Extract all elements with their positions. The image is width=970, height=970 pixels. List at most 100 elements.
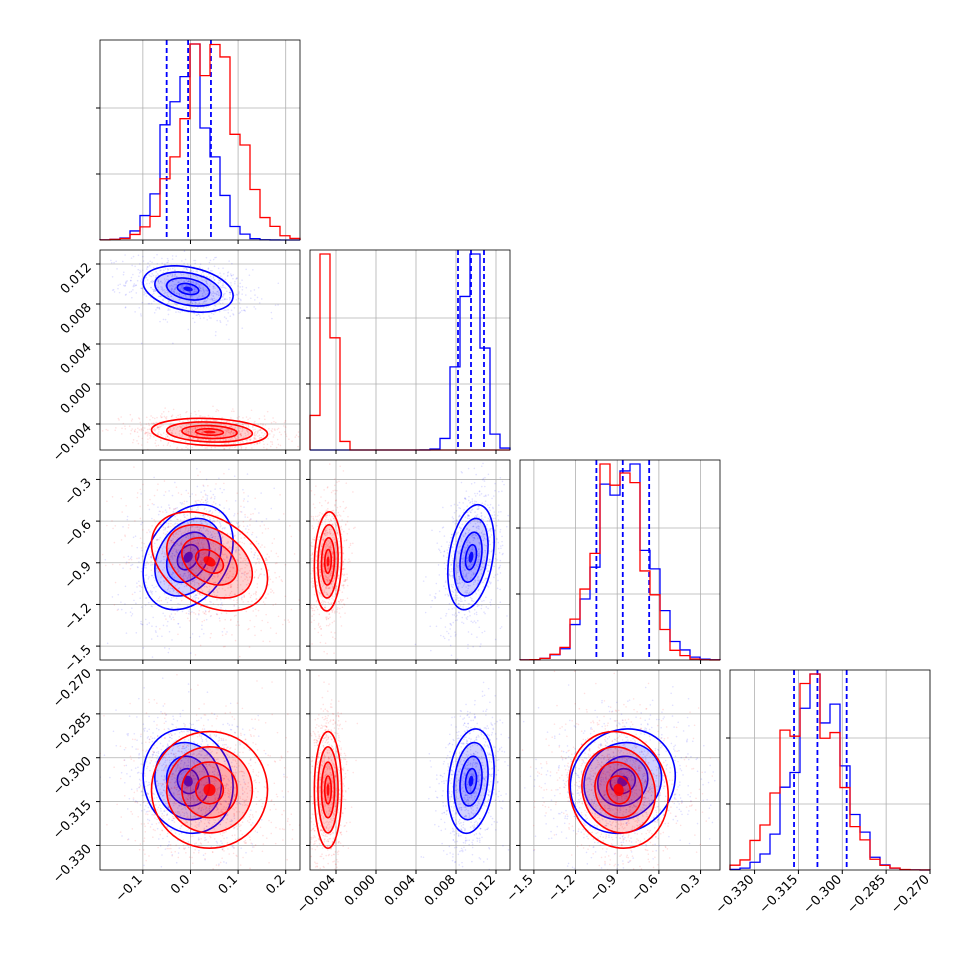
scatter-point [115,260,117,263]
scatter-point [212,493,215,496]
scatter-point [124,603,126,605]
scatter-point [254,308,257,310]
scatter-point [257,542,260,545]
scatter-point [185,285,188,287]
scatter-point [182,288,184,291]
scatter-point [207,414,210,417]
scatter-point [431,529,433,532]
scatter-point [218,545,221,547]
scatter-point [170,295,172,298]
scatter-point [138,429,141,431]
scatter-point [273,487,275,490]
scatter-point [169,428,171,431]
scatter-point [215,558,217,560]
scatter-point [189,441,191,443]
scatter-point [156,432,159,435]
scatter-point [186,500,188,503]
scatter-point [244,310,246,312]
scatter-point [200,419,203,421]
scatter-point [257,430,259,432]
scatter-point [461,621,463,624]
scatter-point [133,285,136,287]
scatter-point [170,431,173,434]
scatter-point [177,492,180,494]
scatter-point [197,542,200,544]
scatter-point [143,283,146,286]
scatter-point [161,635,163,638]
scatter-point [236,417,239,419]
scatter-point [264,528,267,530]
scatter-point [159,269,161,272]
scatter-point [209,542,212,544]
scatter-point [250,409,253,412]
scatter-point [167,441,170,444]
scatter-point [468,611,471,613]
scatter-point [189,533,191,535]
scatter-point [214,439,216,442]
scatter-point [290,535,293,538]
scatter-point [211,416,214,419]
scatter-point [153,519,155,521]
scatter-point [239,433,242,435]
scatter-point [237,620,239,623]
scatter-point [196,581,198,584]
scatter-point [246,525,249,527]
scatter-point [188,285,191,287]
scatter-point [449,644,452,647]
scatter-point [157,281,160,283]
scatter-point [454,619,457,622]
scatter-point [228,447,231,450]
scatter-point [272,417,274,419]
scatter-point [225,317,227,320]
scatter-point [454,523,457,525]
scatter-point [209,531,212,533]
scatter-point [284,420,287,422]
scatter-point [183,585,186,588]
scatter-point [310,490,313,492]
scatter-point [175,531,178,534]
scatter-point [173,269,176,272]
scatter-point [140,444,143,446]
scatter-point [217,281,219,284]
scatter-point [167,522,170,525]
scatter-point [487,494,490,496]
scatter-point [283,619,286,621]
scatter-point [182,294,185,297]
scatter-point [305,634,307,636]
scatter-point [172,342,174,345]
scatter-point [159,320,161,323]
scatter-point [181,287,183,289]
scatter-point [212,290,214,293]
scatter-point [131,264,133,267]
scatter-point [201,559,203,561]
scatter-point [200,431,203,434]
scatter-point [195,594,198,596]
scatter-point [197,313,199,315]
scatter-point [175,283,177,286]
scatter-point [197,542,200,545]
scatter-point [187,285,190,287]
scatter-point [125,504,127,507]
scatter-point [142,429,145,432]
scatter-point [221,427,223,430]
scatter-point [346,532,349,535]
scatter-point [206,293,209,295]
panel-frame [99,249,301,451]
scatter-point [170,415,173,417]
scatter-point [241,427,244,430]
scatter-point [180,503,183,505]
scatter-point [317,520,320,523]
scatter-point [201,429,204,432]
scatter-point [219,439,221,442]
scatter-point [194,286,196,289]
scatter-point [205,613,207,616]
scatter-point [307,532,309,534]
scatter-point [149,589,152,592]
scatter-point [246,429,248,432]
scatter-point [124,294,127,296]
scatter-point [277,304,279,306]
scatter-point [202,632,205,635]
scatter-point [234,426,237,429]
scatter-point [228,338,230,341]
scatter-point [169,587,172,589]
